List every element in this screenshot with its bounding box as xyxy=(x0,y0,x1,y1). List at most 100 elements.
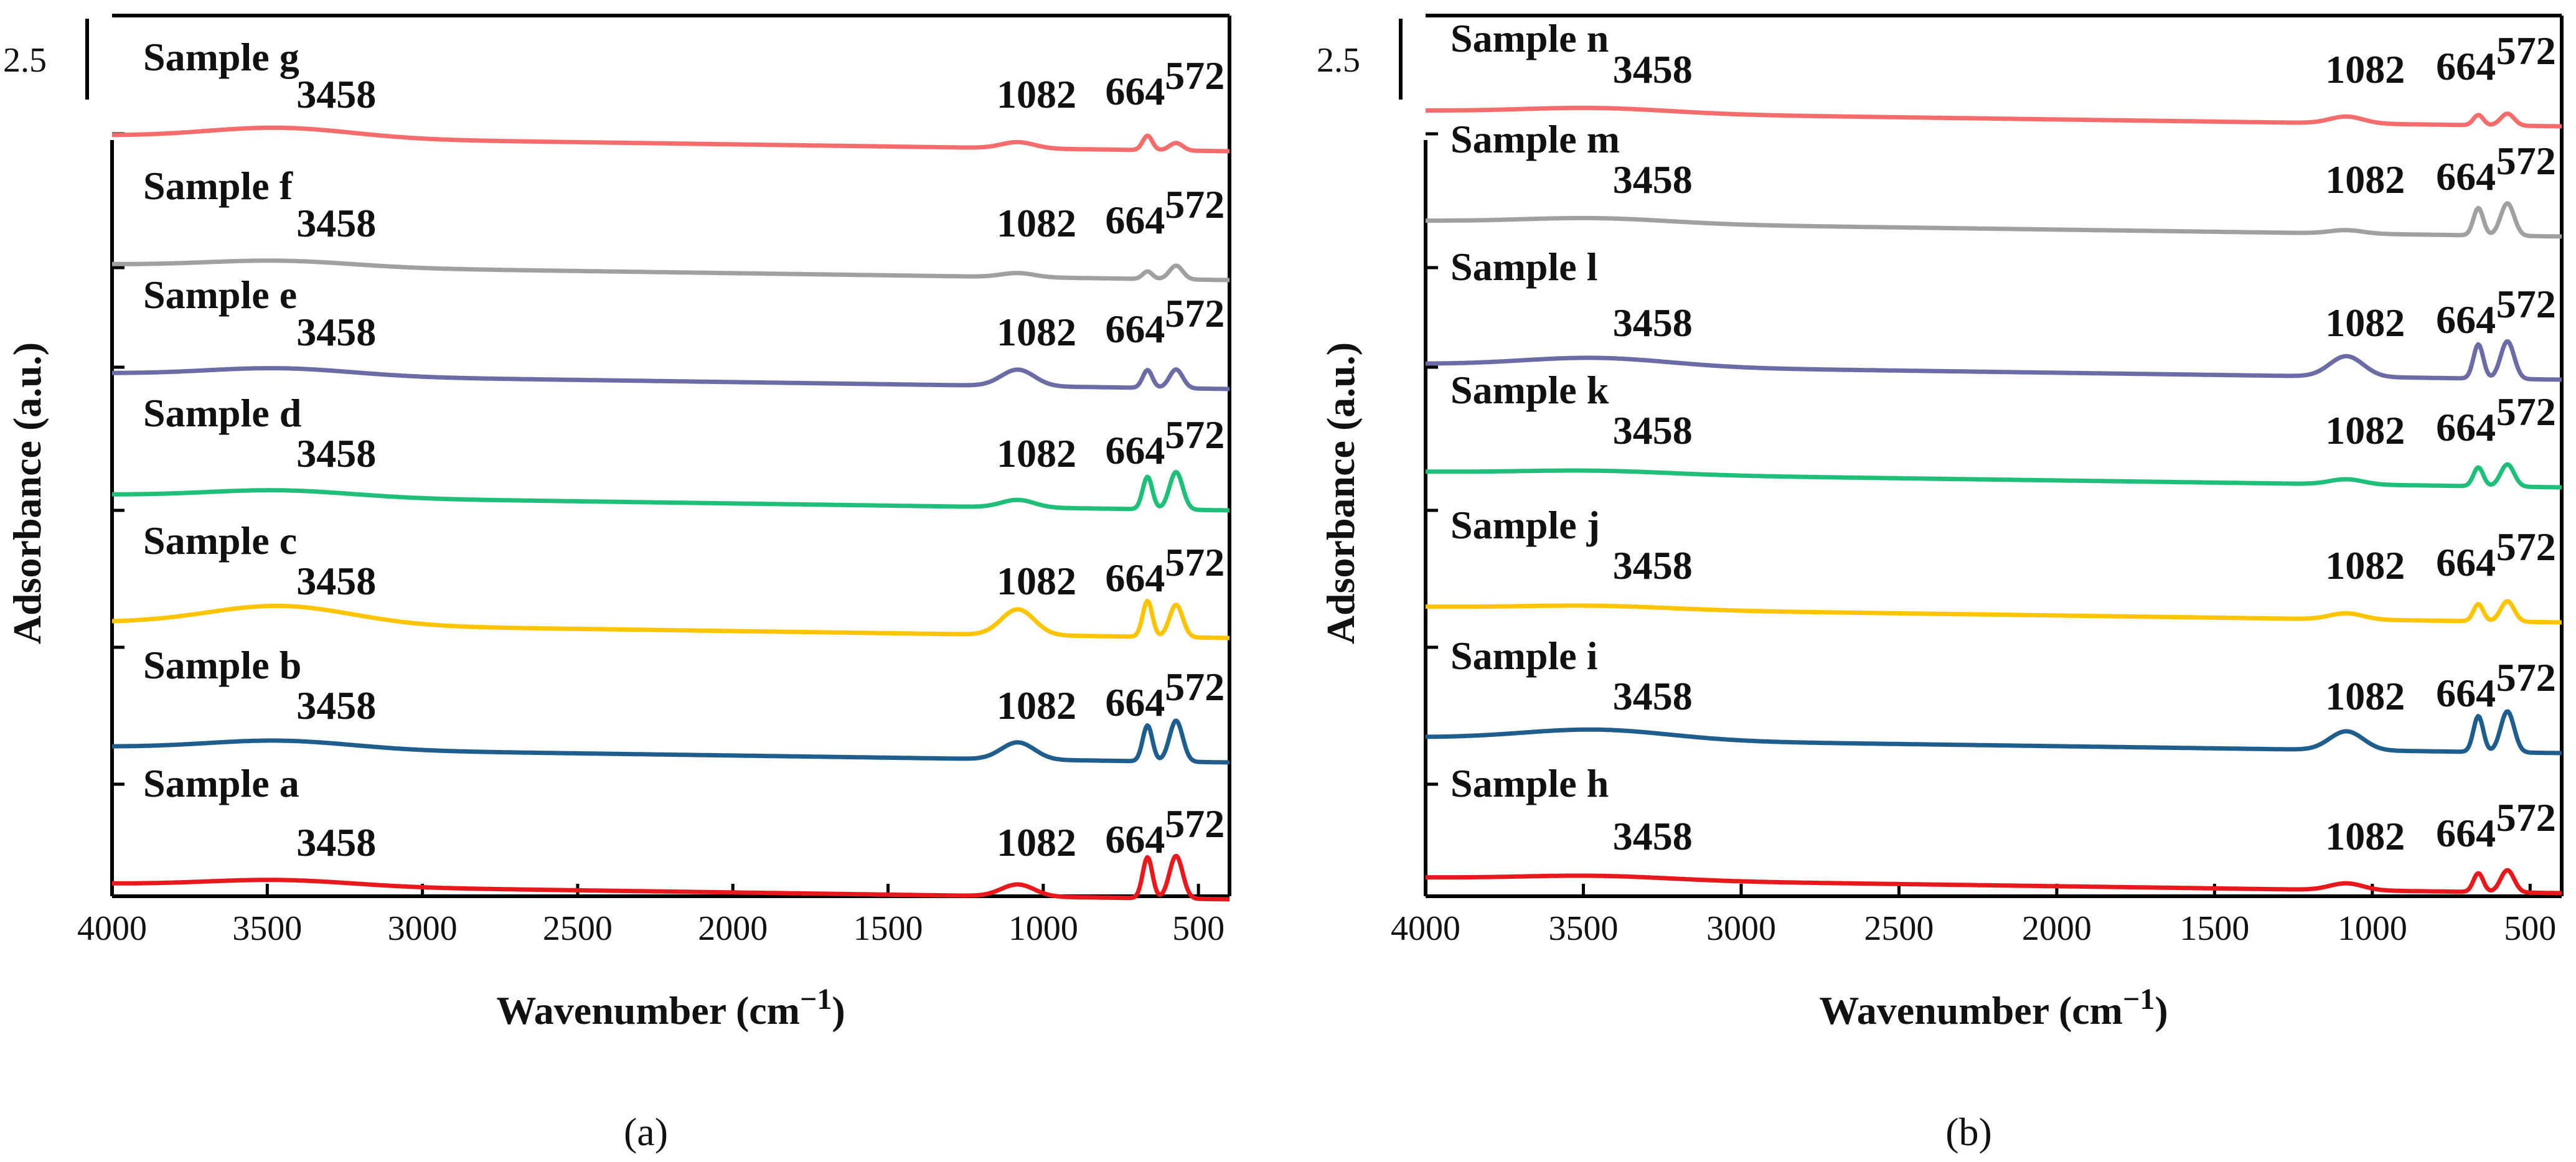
peak-label: 1082 xyxy=(997,201,1076,245)
y-axis-title: Adsorbance (a.u.) xyxy=(5,342,49,644)
peak-label: 572 xyxy=(2496,390,2556,434)
peak-label: 664 xyxy=(2436,671,2496,715)
peak-label: 572 xyxy=(1165,802,1225,846)
series-line xyxy=(1425,105,2562,129)
series-line xyxy=(1425,339,2562,382)
x-axis-title: Wavenumber (cm−1) xyxy=(1819,983,2168,1033)
peak-label: 3458 xyxy=(1613,301,1693,345)
peak-label: 1082 xyxy=(2325,674,2405,718)
x-tick-label: 3500 xyxy=(1548,909,1618,948)
series-label: Sample c xyxy=(143,518,297,563)
panel-label: (b) xyxy=(1945,1110,1992,1154)
peak-label: 1082 xyxy=(2325,47,2405,91)
peak-label: 664 xyxy=(2436,298,2496,342)
peak-label: 1082 xyxy=(997,683,1076,728)
x-tick-label: 1000 xyxy=(1008,909,1078,948)
series-line xyxy=(1425,462,2562,490)
x-tick-label: 2000 xyxy=(698,909,768,948)
peak-label: 1082 xyxy=(997,820,1076,864)
series-line xyxy=(111,258,1230,283)
series-line xyxy=(111,853,1230,902)
peak-label: 572 xyxy=(2496,655,2556,700)
x-tick-label: 2500 xyxy=(1864,909,1934,948)
peak-label: 664 xyxy=(2436,405,2496,449)
x-tick-label: 3000 xyxy=(1706,909,1776,948)
peak-label: 572 xyxy=(2496,282,2556,326)
peak-label: 3458 xyxy=(1613,674,1693,718)
peak-label: 3458 xyxy=(1613,408,1693,452)
x-tick-label: 500 xyxy=(2504,909,2556,948)
x-tick-label: 4000 xyxy=(77,909,147,948)
peak-label: 1082 xyxy=(997,431,1076,476)
peak-label: 664 xyxy=(2436,44,2496,88)
peak-label: 3458 xyxy=(1613,157,1693,202)
peak-label: 1082 xyxy=(2325,408,2405,452)
peak-label: 3458 xyxy=(296,72,376,116)
panel-label: (a) xyxy=(624,1110,668,1154)
peak-label: 572 xyxy=(1165,540,1225,584)
peak-label: 664 xyxy=(2436,540,2496,584)
x-tick-label: 1500 xyxy=(853,909,923,948)
peak-label: 1082 xyxy=(2325,301,2405,345)
peak-label: 664 xyxy=(1105,428,1165,472)
series-label: Sample n xyxy=(1450,16,1609,60)
x-tick-label: 500 xyxy=(1172,909,1225,948)
y-scale-label: 2.5 xyxy=(1317,41,1360,80)
x-tick-label: 1000 xyxy=(2338,909,2407,948)
series-label: Sample b xyxy=(143,643,301,687)
x-tick-label: 1500 xyxy=(2179,909,2249,948)
peak-label: 3458 xyxy=(296,310,376,354)
x-tick-label: 3500 xyxy=(232,909,302,948)
series-label: Sample l xyxy=(1450,245,1597,289)
peak-label: 572 xyxy=(1165,291,1225,335)
peak-label: 3458 xyxy=(296,559,376,603)
series-line xyxy=(111,718,1230,765)
peak-label: 3458 xyxy=(296,431,376,476)
peak-label: 572 xyxy=(1165,665,1225,709)
panel-a: 2.5 4000 3500 3000 2500 2000 1500 1000 500 Wavenu… xyxy=(3,14,1231,1154)
peak-label: 1082 xyxy=(997,310,1076,354)
peak-label: 1082 xyxy=(2325,543,2405,588)
series-line xyxy=(1425,868,2562,896)
peak-label: 664 xyxy=(1105,680,1165,724)
peak-label: 572 xyxy=(1165,54,1225,98)
peak-label: 664 xyxy=(1105,556,1165,600)
peak-label: 664 xyxy=(1105,198,1165,242)
series-label: Sample m xyxy=(1450,117,1620,161)
series-label: Sample e xyxy=(143,273,297,317)
peak-label: 664 xyxy=(1105,69,1165,113)
peak-label: 572 xyxy=(1165,413,1225,457)
series-line xyxy=(1425,709,2562,756)
series-label: Sample d xyxy=(143,391,301,435)
x-axis-title: Wavenumber (cm−1) xyxy=(496,983,845,1033)
series-label: Sample a xyxy=(143,761,299,805)
peak-label: 3458 xyxy=(296,820,376,864)
peak-label: 664 xyxy=(2436,811,2496,855)
series-line xyxy=(1425,201,2562,239)
y-scale-label: 2.5 xyxy=(3,41,47,80)
peak-label: 572 xyxy=(2496,139,2556,183)
x-tick-label: 2000 xyxy=(2022,909,2092,948)
peak-label: 3458 xyxy=(1613,543,1693,588)
series-label: Sample h xyxy=(1450,761,1609,805)
series-label: Sample i xyxy=(1450,634,1597,678)
peak-label: 1082 xyxy=(997,559,1076,603)
peak-label: 3458 xyxy=(296,683,376,728)
series-line xyxy=(111,599,1230,640)
series-label: Sample g xyxy=(143,35,299,79)
peak-label: 664 xyxy=(1105,817,1165,861)
panel-b: 2.5 4000 3500 3000 2500 2000 1500 1000 500 Wavenu… xyxy=(1317,14,2564,1154)
x-tick-label: 4000 xyxy=(1391,909,1460,948)
peak-label: 3458 xyxy=(1613,814,1693,858)
peak-label: 3458 xyxy=(296,201,376,245)
peak-label: 664 xyxy=(2436,154,2496,199)
series-line xyxy=(111,366,1230,391)
peak-label: 572 xyxy=(2496,795,2556,840)
peak-label: 3458 xyxy=(1613,47,1693,91)
series-label: Sample k xyxy=(1450,368,1609,412)
x-tick-label: 3000 xyxy=(388,909,458,948)
peak-label: 572 xyxy=(2496,29,2556,73)
peak-label: 1082 xyxy=(2325,814,2405,858)
x-tick-label: 2500 xyxy=(543,909,613,948)
